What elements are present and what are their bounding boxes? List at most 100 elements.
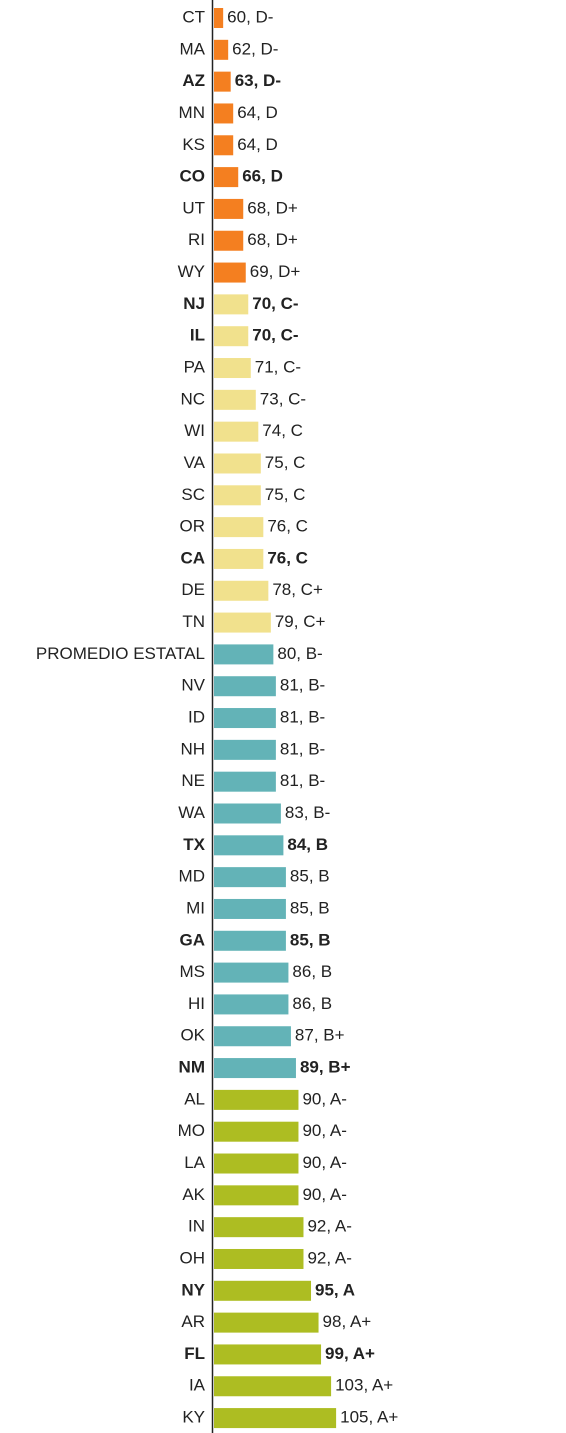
category-label: MO [178, 1121, 205, 1140]
value-label: 70, C- [252, 326, 298, 345]
value-label: 90, A- [302, 1153, 346, 1172]
bar [214, 580, 269, 601]
bar [214, 71, 231, 92]
bar [214, 612, 271, 633]
bar [214, 771, 276, 792]
bar [214, 644, 274, 665]
value-label: 90, A- [302, 1185, 346, 1204]
category-label: OH [180, 1248, 206, 1267]
value-label: 69, D+ [250, 262, 301, 281]
value-label: 64, D [237, 135, 278, 154]
category-label: AL [184, 1089, 205, 1108]
bar [214, 994, 289, 1015]
bar [214, 421, 259, 442]
bar [214, 294, 249, 315]
value-label: 95, A [315, 1280, 355, 1299]
bar [214, 485, 261, 506]
value-label: 78, C+ [272, 580, 323, 599]
bar [214, 676, 276, 697]
bar [214, 1248, 304, 1269]
category-label: WI [184, 421, 205, 440]
bar [214, 103, 234, 124]
bar [214, 1121, 299, 1142]
bar [214, 708, 276, 729]
value-label: 85, B [290, 867, 330, 886]
bar [214, 898, 286, 919]
category-label: IA [189, 1376, 206, 1395]
bar [214, 930, 286, 951]
value-label: 81, B- [280, 676, 325, 695]
category-label: ID [188, 708, 205, 727]
value-label: 86, B [292, 962, 332, 981]
value-label: 68, D+ [247, 230, 298, 249]
category-label: MS [180, 962, 206, 981]
category-label: NE [181, 771, 205, 790]
value-label: 85, B [290, 898, 330, 917]
value-label: 76, C [267, 517, 308, 536]
category-label: FL [184, 1344, 205, 1363]
value-label: 92, A- [307, 1248, 351, 1267]
category-label: IN [188, 1217, 205, 1236]
bar [214, 230, 244, 251]
category-label: NC [180, 389, 205, 408]
category-label: KY [182, 1408, 205, 1427]
bar [214, 1408, 337, 1429]
category-label: PA [184, 358, 206, 377]
value-label: 62, D- [232, 39, 278, 58]
category-label: GA [180, 930, 206, 949]
bar [214, 835, 284, 856]
category-label: LA [184, 1153, 205, 1172]
bar [214, 1280, 312, 1301]
category-label: CT [182, 7, 205, 26]
category-label: AR [181, 1312, 205, 1331]
category-label: TX [183, 835, 205, 854]
bar [214, 198, 244, 219]
category-label: OK [180, 1026, 205, 1045]
bar [214, 867, 286, 888]
category-label: NV [181, 676, 205, 695]
bar [214, 135, 234, 156]
value-label: 66, D [242, 167, 283, 186]
value-label: 64, D [237, 103, 278, 122]
value-label: 79, C+ [275, 612, 326, 631]
category-label: NJ [183, 294, 205, 313]
value-label: 85, B [290, 930, 331, 949]
category-label: RI [188, 230, 205, 249]
bar [214, 358, 251, 379]
category-label: UT [182, 198, 205, 217]
category-label: WA [178, 803, 205, 822]
category-label: VA [184, 453, 206, 472]
bar [214, 1344, 322, 1365]
value-label: 73, C- [260, 389, 306, 408]
value-label: 84, B [287, 835, 328, 854]
category-label: CA [180, 548, 205, 567]
value-label: 75, C [265, 453, 306, 472]
value-label: 105, A+ [340, 1408, 398, 1427]
value-label: 89, B+ [300, 1058, 351, 1077]
bar [214, 453, 261, 474]
bar [214, 739, 276, 760]
value-label: 81, B- [280, 708, 325, 727]
category-label: NH [180, 739, 205, 758]
category-label: NM [179, 1058, 205, 1077]
value-label: 90, A- [302, 1121, 346, 1140]
value-label: 99, A+ [325, 1344, 375, 1363]
category-label: MI [186, 898, 205, 917]
bar [214, 39, 229, 60]
value-label: 71, C- [255, 358, 301, 377]
bar [214, 1312, 319, 1333]
category-label: NY [181, 1280, 205, 1299]
category-label: IL [190, 326, 205, 345]
bar [214, 962, 289, 983]
bar [214, 803, 281, 824]
value-label: 68, D+ [247, 198, 298, 217]
bar [214, 262, 246, 283]
category-label: MN [179, 103, 205, 122]
value-label: 87, B+ [295, 1026, 345, 1045]
value-label: 81, B- [280, 771, 325, 790]
bar [214, 1217, 304, 1238]
bar [214, 1185, 299, 1206]
value-label: 92, A- [307, 1217, 351, 1236]
bar [214, 1058, 296, 1079]
